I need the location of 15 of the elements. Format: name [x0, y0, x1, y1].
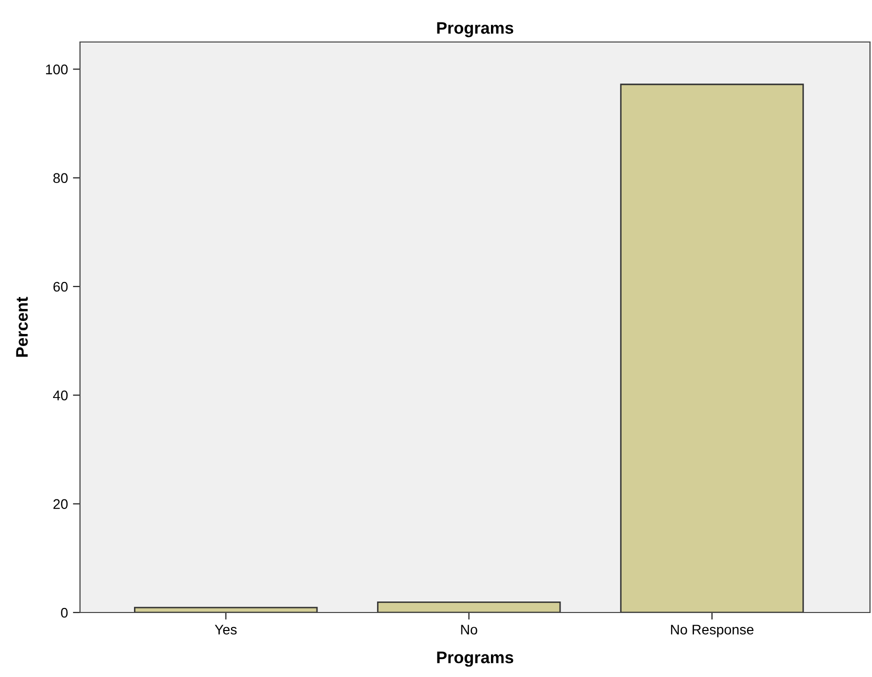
y-tick-label: 20 — [53, 499, 68, 510]
x-axis-title: Programs — [437, 652, 514, 667]
y-axis-title: Percent — [16, 296, 28, 357]
bar — [377, 601, 561, 612]
y-tick-label: 0 — [61, 608, 68, 618]
chart-title: Programs — [437, 22, 514, 38]
bar — [620, 84, 804, 612]
x-tick-label: No Response — [671, 624, 754, 638]
bar — [134, 606, 318, 612]
y-tick-label: 40 — [53, 390, 68, 400]
y-tick-label: 80 — [53, 173, 68, 184]
x-tick-label: Yes — [214, 624, 237, 635]
y-tick-label: 60 — [53, 282, 68, 292]
y-tick-label: 100 — [46, 64, 68, 74]
x-tick-label: No — [461, 624, 478, 635]
